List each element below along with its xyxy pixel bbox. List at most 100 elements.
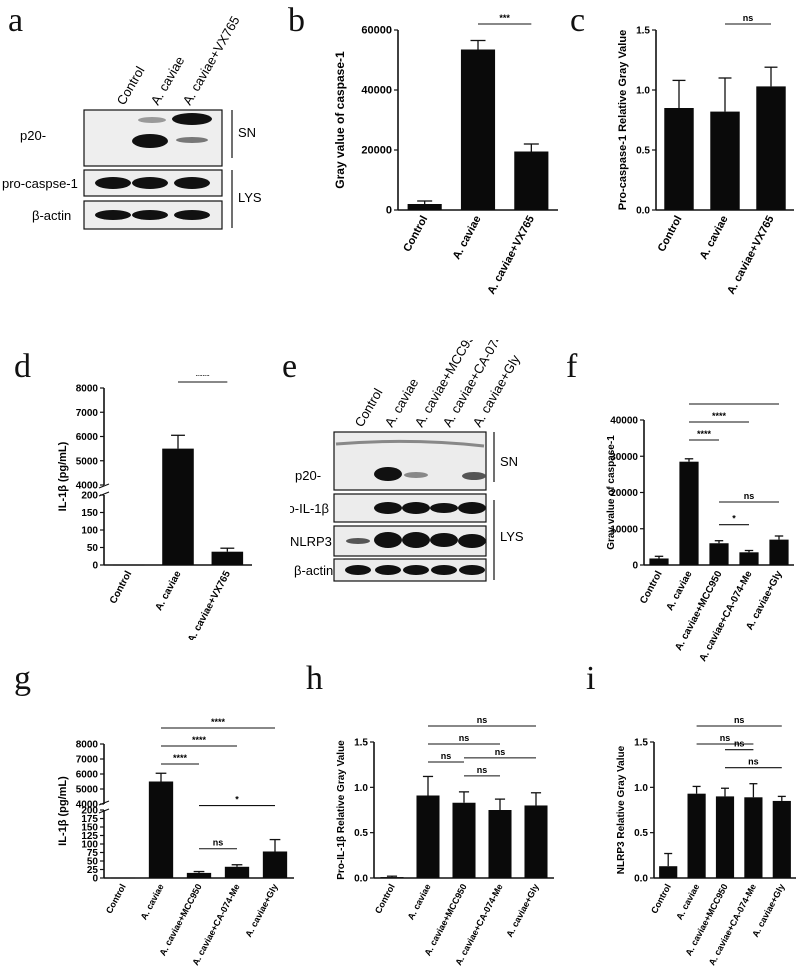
x-tick-label: Control — [108, 569, 135, 606]
y-tick-label: 10000 — [610, 524, 638, 535]
blot-a-row-label: p20- — [20, 128, 46, 143]
panel-letter-i: i — [586, 660, 596, 697]
y-tick-label: 0.5 — [354, 828, 368, 839]
y-tick-label: 20000 — [361, 145, 392, 157]
blot-band — [95, 210, 131, 220]
axis-break-mark — [98, 483, 110, 489]
blot-band — [430, 503, 458, 513]
x-tick-label: A. caviae+Gly — [504, 882, 540, 939]
panel-letter-c: c — [570, 2, 586, 39]
y-axis-label: Pro-IL-1β Relative Gray Value — [336, 740, 347, 880]
bar — [460, 49, 496, 210]
western-blot-a: Control A. caviae A. caviae+VX765 p20- p… — [2, 13, 262, 230]
sig-label: **** — [727, 400, 742, 403]
x-tick-label: A. caviae — [154, 569, 184, 613]
blot-e-row-label: β-actin — [294, 563, 333, 578]
chart-h: 0.0 0.5 1.0 1.5 Pro-IL-1β Relative Gray Valu… — [336, 715, 554, 967]
y-tick-label: 1.0 — [636, 86, 650, 97]
bar — [709, 543, 729, 565]
blot-band — [402, 532, 430, 548]
x-tick-label: A. caviae — [665, 569, 695, 613]
y-tick-label: 125 — [81, 831, 98, 842]
panel-letter-f: f — [566, 348, 578, 385]
panel-letter-h: h — [306, 660, 323, 697]
x-tick-label: A. caviae — [674, 882, 701, 921]
y-tick-label: 60000 — [361, 25, 392, 37]
y-tick-label: 1.5 — [354, 738, 368, 749]
blot-band — [430, 533, 458, 547]
blot-band — [374, 502, 402, 514]
sig-label: ns — [441, 751, 452, 761]
y-tick-label: 8000 — [76, 740, 99, 751]
y-tick-label: 1.0 — [634, 783, 648, 794]
bar — [679, 461, 699, 565]
sig-label: * — [732, 514, 736, 524]
y-tick-label: 40000 — [361, 85, 392, 97]
x-tick-label: A. caviae — [139, 882, 166, 921]
blot-a-row-label: β-actin — [32, 208, 71, 223]
y-tick-label: 4000 — [76, 800, 99, 811]
y-tick-label: 0.0 — [634, 874, 648, 885]
y-tick-label: 0.0 — [354, 874, 368, 885]
blot-band — [345, 565, 371, 575]
sig-label: ns — [477, 715, 488, 725]
bar — [744, 797, 763, 878]
y-tick-label: 8000 — [76, 384, 99, 395]
chart-i: 0.0 0.5 1.0 1.5 NLRP3 Relative Gray Value Con… — [616, 715, 796, 967]
x-tick-label: A. caviae+CA-074-Me — [698, 569, 755, 664]
blot-band — [132, 177, 168, 189]
y-tick-label: 100 — [81, 840, 98, 851]
blot-e-lane-label: Control — [352, 386, 386, 430]
y-tick-label: 100 — [81, 526, 98, 537]
x-tick-label: Control — [638, 569, 665, 606]
panel-letter-a: a — [8, 2, 24, 39]
chart-b: 0 20000 40000 60000 Gray value of caspase-1 C… — [333, 13, 558, 296]
region-label-lys: LYS — [500, 529, 524, 544]
y-axis-label: IL-1β (pg/mL) — [57, 441, 69, 511]
x-tick-label: A. caviae+Gly — [243, 882, 279, 939]
bar — [659, 866, 678, 878]
sig-label: ns — [734, 715, 745, 725]
sig-label: ns — [743, 13, 754, 23]
y-tick-label: 6000 — [76, 432, 99, 443]
sig-label: ns — [748, 757, 759, 767]
x-tick-label: Control — [104, 882, 128, 915]
y-tick-label: 0.5 — [636, 146, 650, 157]
sig-label: **** — [173, 753, 188, 763]
panel-letter-g: g — [14, 660, 31, 697]
bar — [649, 558, 669, 565]
blot-band — [374, 532, 402, 548]
y-axis-label: Gray value of caspase-1 — [333, 51, 347, 189]
panel-letter-d: d — [14, 348, 31, 385]
blot-band — [402, 502, 430, 514]
x-tick-label: Control — [401, 214, 430, 254]
blot-band — [335, 439, 485, 448]
y-axis-label: IL-1β (pg/mL) — [57, 776, 69, 846]
y-tick-label: 200 — [81, 806, 98, 817]
blot-band — [176, 137, 208, 143]
x-tick-label: Control — [373, 882, 397, 915]
blot-band — [174, 210, 210, 220]
bar — [380, 877, 404, 878]
y-tick-label: 150 — [81, 823, 98, 834]
y-axis-label: Pro-caspase-1 Relative Gray Value — [617, 30, 629, 210]
sig-label: **** — [192, 735, 207, 745]
bar — [514, 151, 549, 210]
blot-band — [374, 467, 402, 481]
y-tick-label: 150 — [81, 508, 98, 519]
y-tick-label: 40000 — [610, 416, 638, 427]
western-blot-e: Control A. caviae A. caviae+MCC950 A. ca… — [290, 340, 524, 582]
y-tick-label: 30000 — [610, 452, 638, 463]
sig-label: ns — [734, 739, 745, 749]
y-tick-label: 0 — [386, 205, 392, 217]
blot-band — [172, 113, 212, 125]
sig-label: * — [235, 795, 239, 805]
sig-label: ns — [495, 747, 506, 757]
y-tick-label: 50 — [87, 857, 99, 868]
y-tick-label: 0 — [632, 561, 638, 572]
axis-break-mark — [98, 491, 110, 497]
y-tick-label: 6000 — [76, 770, 99, 781]
blot-band — [138, 117, 166, 123]
bar — [710, 111, 740, 210]
